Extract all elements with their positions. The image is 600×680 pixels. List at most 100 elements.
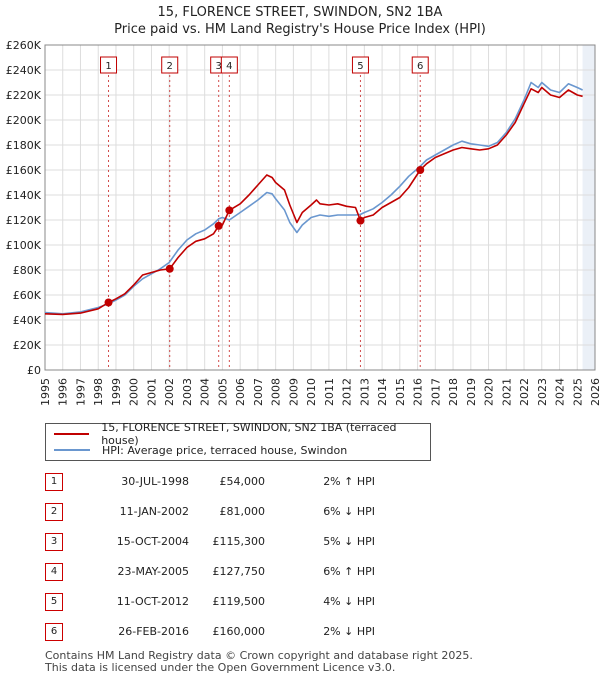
x-tick-label: 2017: [429, 378, 442, 406]
sale-hpi-diff: 5% ↓ HPI: [323, 535, 375, 548]
sale-date: 30-JUL-1998: [121, 475, 189, 488]
legend-swatch-hpi: [54, 449, 90, 451]
sale-point: [356, 216, 365, 225]
sale-hpi-diff: 6% ↓ HPI: [323, 505, 375, 518]
sale-number-badge: 4: [45, 563, 63, 581]
sale-label-number: 6: [417, 61, 423, 72]
sale-price: £81,000: [219, 505, 266, 518]
property-price-line: [44, 86, 583, 316]
x-tick-label: 1996: [57, 378, 70, 406]
sale-hpi-diff: 2% ↓ HPI: [323, 625, 375, 638]
y-tick-label: £60K: [13, 289, 42, 302]
sale-label-box: [220, 56, 238, 74]
x-tick-label: 2016: [412, 378, 425, 406]
sale-label-box: [100, 56, 118, 74]
x-tick-label: 2023: [536, 378, 549, 406]
x-tick-label: 2014: [376, 378, 389, 406]
y-tick-label: £200K: [6, 114, 42, 127]
x-tick-label: 2020: [483, 378, 496, 406]
sale-price: £54,000: [219, 475, 266, 488]
sale-number-badge: 6: [45, 623, 63, 641]
x-tick-label: 1998: [92, 378, 105, 406]
x-tick-label: 1995: [39, 378, 52, 406]
chart-title: 15, FLORENCE STREET, SWINDON, SN2 1BA Pr…: [0, 4, 600, 38]
sale-label-box: [411, 56, 429, 74]
hpi-line: [44, 81, 583, 315]
sale-point: [165, 264, 174, 273]
y-tick-label: £160K: [6, 164, 42, 177]
sale-label-number: 4: [226, 61, 232, 72]
sale-hpi-diff: 2% ↑ HPI: [323, 475, 375, 488]
x-tick-label: 2002: [163, 378, 176, 406]
sale-price: £119,500: [212, 595, 266, 608]
y-tick-label: £40K: [13, 314, 42, 327]
x-tick-label: 2006: [234, 378, 247, 406]
sale-date: 15-OCT-2004: [116, 535, 189, 548]
y-tick-label: £100K: [6, 239, 42, 252]
x-tick-label: 2003: [181, 378, 194, 406]
y-tick-label: £180K: [6, 139, 42, 152]
sale-row: 2 11-JAN-2002 £81,000 6% ↓ HPI: [45, 502, 565, 522]
x-tick-label: 1997: [74, 378, 87, 406]
y-tick-label: £120K: [6, 214, 42, 227]
sale-price: £115,300: [212, 535, 266, 548]
x-tick-label: 1999: [110, 378, 123, 406]
sale-point: [214, 221, 223, 230]
sale-label-number: 3: [216, 61, 222, 72]
x-tick-label: 2007: [252, 378, 265, 406]
footer-line-1: Contains HM Land Registry data © Crown c…: [45, 649, 473, 662]
x-tick-label: 2015: [394, 378, 407, 406]
sale-date: 26-FEB-2016: [118, 625, 189, 638]
y-tick-label: £0: [27, 364, 41, 377]
x-tick-label: 2005: [216, 378, 229, 406]
y-tick-label: £20K: [13, 339, 42, 352]
title-line-1: 15, FLORENCE STREET, SWINDON, SN2 1BA: [157, 5, 443, 20]
x-tick-label: 2001: [145, 378, 158, 406]
sale-row: 3 15-OCT-2004 £115,300 5% ↓ HPI: [45, 532, 565, 552]
sale-point: [104, 298, 113, 307]
x-tick-label: 2009: [287, 378, 300, 406]
forecast-shade: [582, 45, 595, 370]
y-tick-label: £220K: [6, 89, 42, 102]
sale-label-number: 1: [105, 61, 111, 72]
sale-row: 6 26-FEB-2016 £160,000 2% ↓ HPI: [45, 622, 565, 642]
sale-number-badge: 1: [45, 473, 63, 491]
x-tick-label: 2019: [465, 378, 478, 406]
x-tick-label: 2024: [554, 378, 567, 406]
price-chart: £0 £20K £40K £60K £80K £100K £120K £140K £160K £1…: [6, 39, 600, 406]
sale-point: [416, 166, 425, 174]
legend-label-property: 15, FLORENCE STREET, SWINDON, SN2 1BA (t…: [101, 421, 397, 447]
legend-label-hpi: HPI: Average price, terraced house, Swin…: [102, 443, 348, 457]
sale-date: 11-JAN-2002: [119, 505, 189, 518]
plot-frame: [44, 44, 596, 371]
x-tick-label: 2026: [589, 378, 600, 406]
sale-point: [225, 206, 234, 215]
chart-legend: 15, FLORENCE STREET, SWINDON, SN2 1BA (t…: [45, 421, 431, 461]
sale-number-badge: 5: [45, 593, 63, 611]
sale-price: £127,750: [212, 565, 266, 578]
sale-hpi-diff: 4% ↓ HPI: [323, 595, 375, 608]
x-tick-label: 2012: [341, 378, 354, 406]
sale-label-number: 2: [167, 61, 173, 72]
sale-number-badge: 3: [45, 533, 63, 551]
sale-row: 5 11-OCT-2012 £119,500 4% ↓ HPI: [45, 592, 565, 612]
x-tick-label: 2000: [128, 378, 141, 406]
sale-number-badge: 2: [45, 503, 63, 521]
sale-label-number: 5: [357, 61, 363, 72]
x-tick-label: 2021: [500, 378, 513, 406]
sale-row: 1 30-JUL-1998 £54,000 2% ↑ HPI: [45, 472, 565, 492]
y-tick-label: £260K: [6, 39, 42, 52]
legend-swatch-property: [54, 433, 90, 435]
x-tick-label: 2010: [305, 378, 318, 406]
x-tick-label: 2018: [447, 378, 460, 406]
x-tick-label: 2004: [199, 378, 212, 406]
footer-attribution: Contains HM Land Registry data © Crown c…: [45, 650, 473, 674]
x-tick-label: 2011: [323, 378, 336, 406]
sale-hpi-diff: 6% ↑ HPI: [323, 565, 375, 578]
legend-item-hpi: HPI: Average price, terraced house, Swin…: [54, 442, 347, 458]
sale-date: 11-OCT-2012: [116, 595, 189, 608]
sale-label-box: [351, 56, 369, 74]
title-line-2: Price paid vs. HM Land Registry's House …: [114, 22, 486, 37]
sale-label-box: [161, 56, 179, 74]
sale-row: 4 23-MAY-2005 £127,750 6% ↑ HPI: [45, 562, 565, 582]
